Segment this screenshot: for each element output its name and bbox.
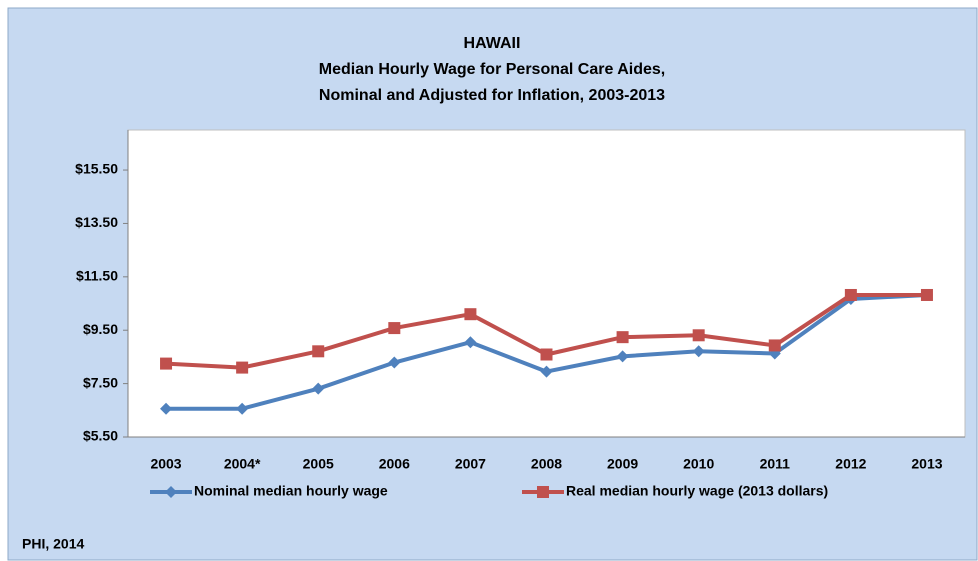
- marker: [616, 350, 629, 363]
- y-tick-label: $7.50: [83, 374, 118, 390]
- marker: [388, 322, 401, 335]
- marker: [160, 357, 173, 370]
- marker: [692, 345, 705, 358]
- y-tick-label: $13.50: [75, 214, 118, 230]
- marker: [540, 365, 553, 378]
- x-tick-label: 2004*: [224, 456, 261, 472]
- marker: [312, 345, 325, 358]
- marker: [160, 402, 173, 415]
- x-tick-label: 2010: [683, 456, 714, 472]
- plot-area: [127, 129, 966, 438]
- marker: [312, 382, 325, 395]
- x-tick-label: 2013: [911, 456, 942, 472]
- x-tick-label: 2007: [455, 456, 486, 472]
- y-tick-label: $11.50: [76, 268, 118, 284]
- legend-label: Nominal median hourly wage: [194, 483, 388, 499]
- x-tick-label: 2006: [379, 456, 410, 472]
- marker: [236, 361, 249, 374]
- marker: [768, 339, 781, 352]
- marker: [236, 402, 249, 415]
- marker: [540, 348, 553, 361]
- y-tick-label: $9.50: [83, 321, 118, 337]
- x-tick-label: 2008: [531, 456, 562, 472]
- x-tick-label: 2011: [760, 456, 791, 472]
- marker: [692, 329, 705, 342]
- marker: [844, 288, 857, 301]
- marker: [388, 356, 401, 369]
- x-tick-label: 2005: [303, 456, 334, 472]
- marker: [464, 336, 477, 349]
- legend-label: Real median hourly wage (2013 dollars): [566, 483, 828, 499]
- marker: [920, 288, 933, 301]
- chart-title: Nominal and Adjusted for Inflation, 2003…: [319, 87, 665, 104]
- chart-title: Median Hourly Wage for Personal Care Aid…: [319, 61, 665, 78]
- marker: [464, 308, 477, 321]
- y-tick-label: $15.50: [75, 161, 118, 177]
- chart-title: HAWAII: [464, 35, 521, 52]
- x-tick-label: 2003: [150, 456, 181, 472]
- x-tick-label: 2009: [607, 456, 638, 472]
- marker: [537, 486, 549, 498]
- y-tick-label: $5.50: [83, 428, 118, 444]
- marker: [616, 331, 629, 344]
- x-tick-label: 2012: [835, 456, 866, 472]
- marker: [165, 486, 177, 498]
- source: PHI, 2014: [22, 536, 84, 552]
